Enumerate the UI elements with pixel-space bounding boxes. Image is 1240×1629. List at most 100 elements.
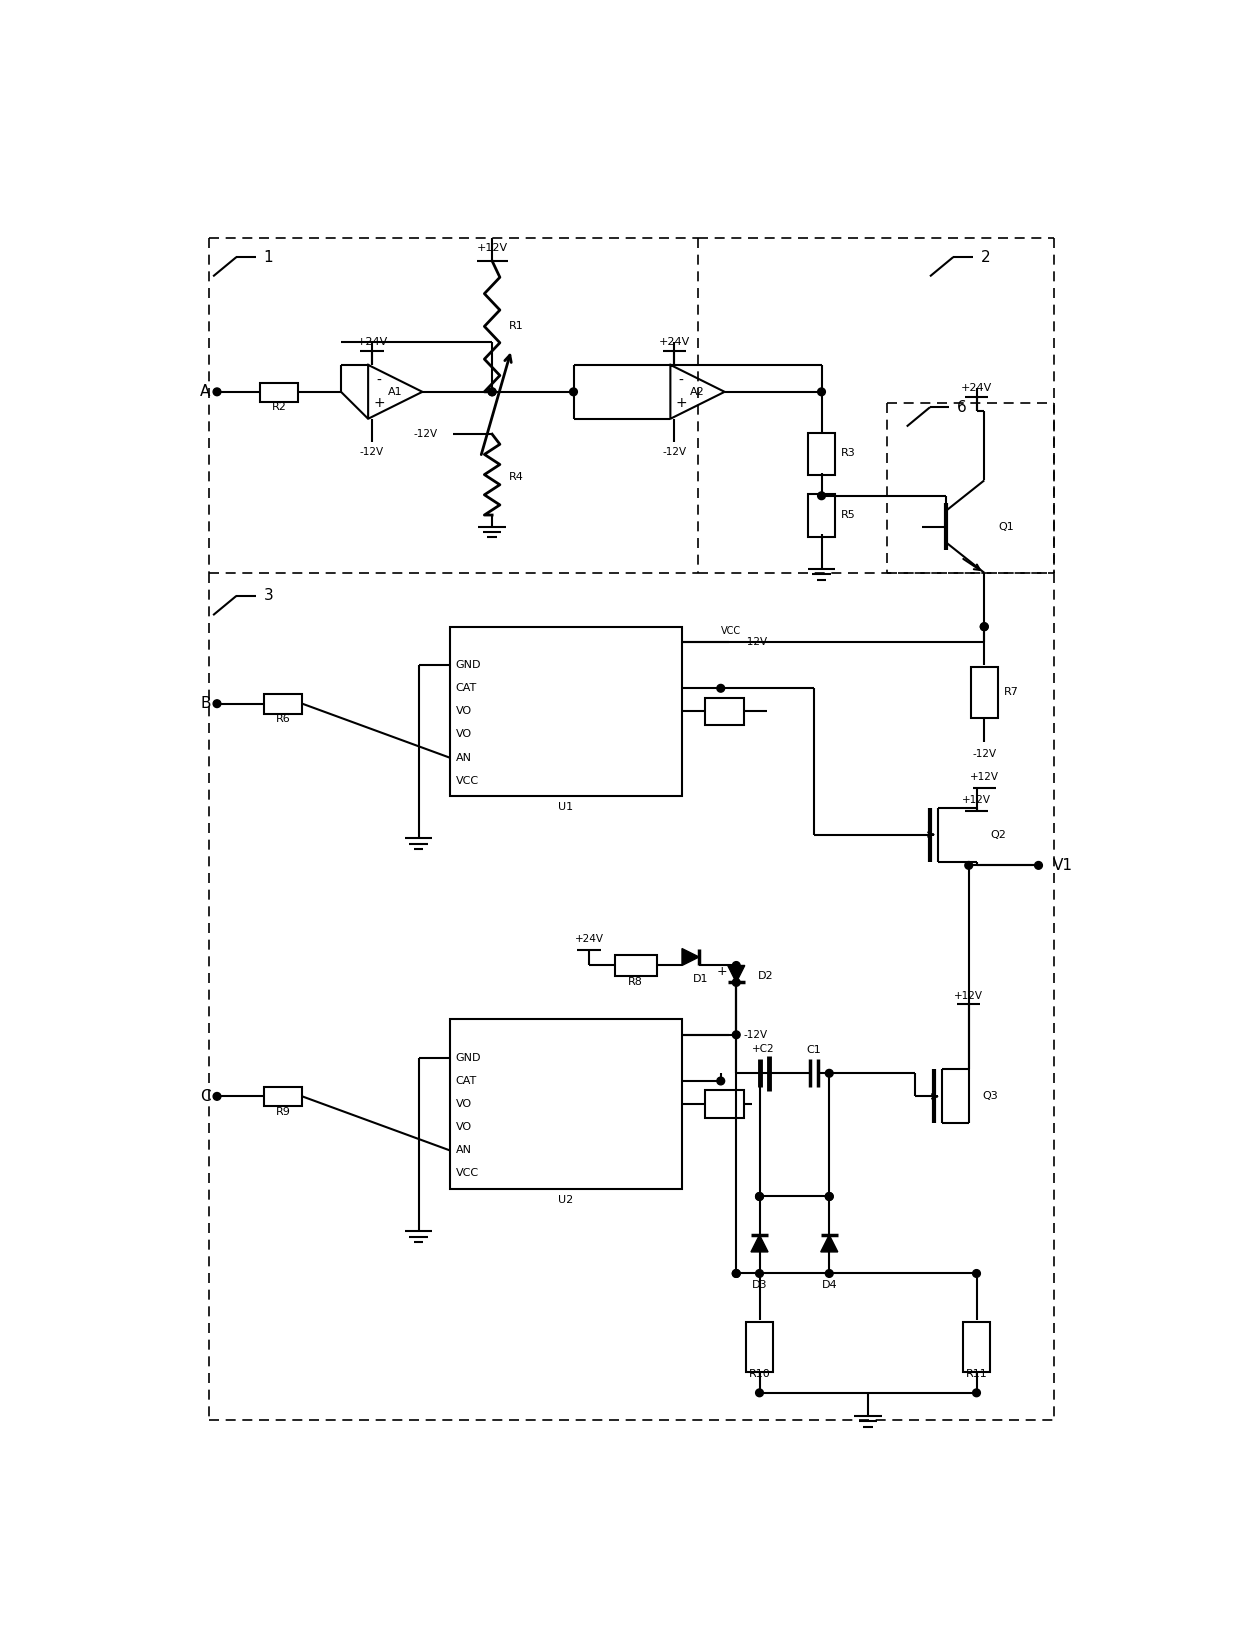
Bar: [263, 1087, 303, 1106]
Polygon shape: [751, 1235, 768, 1253]
Text: R1: R1: [510, 321, 525, 331]
Text: 3: 3: [263, 588, 273, 603]
Text: D2: D2: [758, 971, 774, 981]
Text: R5: R5: [841, 510, 856, 520]
Text: 6: 6: [957, 399, 967, 415]
Text: AN: AN: [456, 753, 471, 762]
Circle shape: [213, 1093, 221, 1100]
Circle shape: [733, 979, 740, 986]
Text: R11: R11: [966, 1368, 987, 1378]
Polygon shape: [682, 948, 699, 966]
Circle shape: [717, 1077, 724, 1085]
Circle shape: [826, 1069, 833, 1077]
Circle shape: [489, 388, 496, 396]
Text: CAT: CAT: [456, 683, 477, 694]
Text: 1: 1: [263, 249, 273, 264]
Text: Q3: Q3: [982, 1091, 998, 1101]
Text: A1: A1: [388, 386, 403, 397]
Circle shape: [733, 961, 740, 969]
Bar: [615, 955, 657, 976]
Text: R10: R10: [749, 1368, 770, 1378]
Text: -: -: [678, 375, 683, 388]
Text: +C2: +C2: [753, 1044, 775, 1054]
Bar: [746, 1323, 774, 1372]
Text: VCC: VCC: [456, 775, 479, 785]
Text: D1: D1: [693, 974, 708, 984]
Circle shape: [569, 388, 578, 396]
Text: -12V: -12V: [744, 1030, 768, 1039]
Text: +12V: +12V: [962, 795, 991, 805]
Circle shape: [755, 1192, 764, 1201]
Text: -12V: -12V: [744, 637, 768, 647]
Text: +12V: +12V: [476, 243, 507, 252]
Text: R8: R8: [629, 977, 642, 987]
Bar: [263, 694, 303, 714]
Bar: [808, 433, 836, 476]
Text: 2: 2: [981, 249, 990, 264]
Text: R6: R6: [275, 714, 290, 723]
Bar: [706, 697, 744, 725]
Text: D3: D3: [751, 1280, 768, 1290]
Text: R9: R9: [275, 1106, 290, 1117]
Text: VO: VO: [456, 707, 472, 717]
Text: A2: A2: [691, 386, 704, 397]
Circle shape: [213, 388, 221, 396]
Circle shape: [981, 622, 988, 630]
Circle shape: [981, 622, 988, 630]
Text: +24V: +24V: [574, 935, 604, 945]
Text: V1: V1: [1053, 858, 1073, 873]
Circle shape: [965, 862, 972, 870]
Circle shape: [826, 1192, 833, 1201]
Text: Q2: Q2: [991, 829, 1007, 839]
Text: +24V: +24V: [658, 337, 689, 347]
Bar: [706, 1090, 744, 1117]
Text: R3: R3: [841, 448, 856, 458]
Text: +12V: +12V: [970, 772, 998, 782]
Text: VCC: VCC: [456, 1168, 479, 1178]
Bar: [963, 1323, 991, 1372]
Circle shape: [755, 1390, 764, 1396]
Text: -12V: -12V: [662, 446, 686, 456]
Text: +24V: +24V: [356, 337, 388, 347]
Text: +12V: +12V: [955, 992, 983, 1002]
Text: +: +: [676, 396, 687, 409]
Text: Q1: Q1: [998, 521, 1014, 531]
Circle shape: [733, 1269, 740, 1277]
Text: U2: U2: [558, 1194, 573, 1204]
Text: VO: VO: [456, 730, 472, 740]
Circle shape: [733, 1269, 740, 1277]
Text: -12V: -12V: [414, 428, 438, 440]
Bar: [449, 1020, 682, 1189]
Circle shape: [972, 1269, 981, 1277]
Text: CAT: CAT: [456, 1077, 477, 1087]
Bar: [449, 627, 682, 797]
Text: C: C: [200, 1088, 211, 1104]
Bar: [971, 668, 998, 717]
Circle shape: [826, 1192, 833, 1201]
Text: AN: AN: [456, 1145, 471, 1155]
Circle shape: [213, 700, 221, 707]
Circle shape: [972, 1390, 981, 1396]
Bar: [259, 383, 299, 402]
Text: C1: C1: [806, 1046, 821, 1056]
Circle shape: [1034, 862, 1043, 870]
Circle shape: [717, 684, 724, 692]
Circle shape: [733, 1031, 740, 1039]
Text: A: A: [200, 384, 211, 399]
Text: R4: R4: [510, 471, 525, 482]
Circle shape: [826, 1269, 833, 1277]
Text: GND: GND: [456, 1052, 481, 1062]
Circle shape: [755, 1192, 764, 1201]
Polygon shape: [821, 1235, 838, 1253]
Circle shape: [817, 492, 826, 500]
Text: VO: VO: [456, 1100, 472, 1109]
Bar: [808, 494, 836, 536]
Text: +: +: [717, 964, 728, 977]
Text: -: -: [377, 375, 382, 388]
Polygon shape: [728, 966, 745, 982]
Text: +: +: [373, 396, 384, 409]
Text: D4: D4: [821, 1280, 837, 1290]
Circle shape: [817, 388, 826, 396]
Text: -12V: -12V: [360, 446, 384, 456]
Text: VCC: VCC: [720, 626, 740, 637]
